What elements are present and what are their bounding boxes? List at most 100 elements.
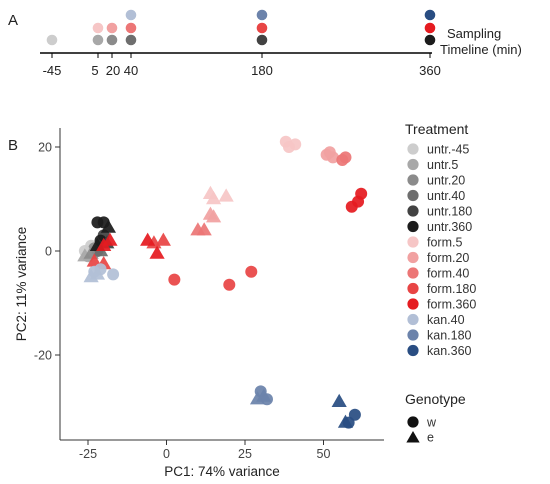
data-point-triangle (86, 253, 102, 267)
legend: Treatment untr.-45untr.5untr.20untr.40un… (405, 121, 476, 445)
timeline-tick-label: 180 (251, 63, 273, 78)
legend-treatment-label: untr.180 (427, 205, 472, 219)
legend-genotype-swatch (406, 431, 420, 443)
legend-treatment-label: kan.40 (427, 313, 465, 327)
timeline-sample-dot (424, 9, 436, 21)
y-tick-label: -20 (34, 349, 52, 363)
data-point-circle (345, 200, 358, 213)
data-point-triangle (331, 393, 347, 407)
data-point-triangle (337, 414, 354, 428)
legend-genotype-entries: we (406, 416, 437, 445)
legend-treatment-swatch (407, 251, 419, 264)
timeline-tick-label: 20 (106, 63, 120, 78)
data-point-circle (107, 268, 120, 281)
data-point-triangle (100, 219, 117, 233)
data-point-triangle (206, 209, 222, 223)
legend-treatment-label: form.180 (427, 282, 476, 296)
timeline-sample-dot (125, 34, 137, 46)
legend-treatment-label: form.5 (427, 236, 462, 250)
legend-treatment-swatch (407, 143, 419, 155)
timeline-sample-dot (125, 9, 137, 21)
timeline-sample-dot (106, 34, 118, 46)
timeline-tick-label: 360 (419, 63, 441, 78)
data-point-triangle (206, 191, 222, 205)
timeline-title-line1: Sampling (447, 26, 501, 41)
data-point-triangle (140, 232, 156, 246)
legend-treatment-swatch (407, 189, 419, 202)
legend-treatment-label: form.20 (427, 251, 469, 265)
x-axis-ticks: -25 0 25 50 (79, 440, 331, 461)
data-point-triangle (155, 232, 171, 246)
timeline-title-line2: Timeline (min) (440, 42, 522, 57)
data-point-triangle (102, 232, 118, 246)
legend-treatment-swatch (407, 174, 419, 186)
legend-genotype-label: w (426, 416, 437, 430)
timeline-tick-label: 40 (124, 63, 138, 78)
legend-treatment-label: untr.-45 (427, 143, 469, 157)
legend-treatment-swatch (407, 158, 419, 171)
data-point-circle (282, 141, 295, 153)
legend-treatment-swatch (407, 205, 419, 217)
timeline-tick-label: 5 (91, 63, 98, 78)
timeline-ticks: -45 5 20 40 180 360 (43, 53, 441, 78)
data-point-circle (168, 273, 181, 286)
data-point-triangle (149, 245, 165, 259)
legend-treatment-swatch (407, 344, 419, 357)
legend-treatment-label: untr.40 (427, 189, 465, 203)
timeline-sample-dot (424, 22, 436, 34)
timeline-tick-label: -45 (43, 63, 62, 78)
panel-label-b: B (8, 137, 18, 154)
pca-plot: -25 0 25 50 -20 0 20 PC1: 74% variance PC2: 1… (14, 128, 384, 479)
legend-treatment-title: Treatment (405, 121, 468, 137)
timeline-sample-dot (256, 22, 268, 34)
timeline-sample-dot (256, 34, 268, 46)
data-point-circle (245, 265, 258, 278)
x-tick-label: 50 (317, 447, 331, 461)
legend-treatment-swatch (407, 267, 419, 279)
legend-treatment-swatch (407, 220, 419, 233)
timeline-sample-dot (256, 9, 268, 21)
legend-treatment-label: kan.360 (427, 344, 472, 358)
legend-treatment-swatch (407, 298, 419, 310)
data-point-triangle (190, 222, 206, 236)
legend-treatment-swatch (407, 313, 419, 326)
legend-genotype-title: Genotype (405, 391, 466, 407)
legend-treatment-label: untr.20 (427, 174, 465, 188)
y-tick-label: 0 (45, 245, 52, 259)
legend-treatment-swatch (407, 236, 419, 248)
legend-treatment-label: form.360 (427, 298, 476, 312)
x-axis-label: PC1: 74% variance (164, 464, 280, 479)
panel-label-a: A (8, 12, 18, 29)
legend-treatment-swatch (407, 329, 419, 341)
legend-treatment-label: form.40 (427, 267, 469, 281)
x-tick-label: 25 (238, 447, 252, 461)
legend-treatment-label: untr.360 (427, 220, 472, 234)
y-axis-ticks: -20 0 20 (34, 141, 60, 363)
legend-genotype-swatch (407, 416, 419, 428)
data-point-circle (326, 151, 339, 164)
timeline-sample-dot (424, 34, 436, 46)
y-axis-label: PC2: 11% variance (14, 227, 29, 342)
timeline-sample-dot (106, 22, 118, 34)
legend-genotype-label: e (427, 431, 434, 445)
data-point-triangle (218, 188, 234, 202)
x-tick-label: 0 (163, 447, 170, 461)
timeline-sample-dot (46, 34, 58, 46)
data-point-circle (223, 278, 236, 291)
data-point-triangle (256, 388, 272, 402)
legend-treatment-swatch (407, 282, 419, 295)
data-point-circle (339, 151, 352, 164)
timeline-sample-dot (125, 22, 137, 34)
data-point-triangle (89, 266, 106, 280)
sampling-timeline: Sampling Timeline (min) -45 5 20 40 180 360 (40, 9, 522, 78)
legend-treatment-label: kan.180 (427, 329, 472, 343)
timeline-sample-dot (92, 22, 104, 34)
timeline-sample-dots (46, 9, 436, 46)
timeline-sample-dot (92, 34, 104, 46)
x-tick-label: -25 (79, 447, 97, 461)
data-points (77, 135, 368, 429)
y-tick-label: 20 (38, 141, 52, 155)
legend-treatment-label: untr.5 (427, 158, 458, 172)
